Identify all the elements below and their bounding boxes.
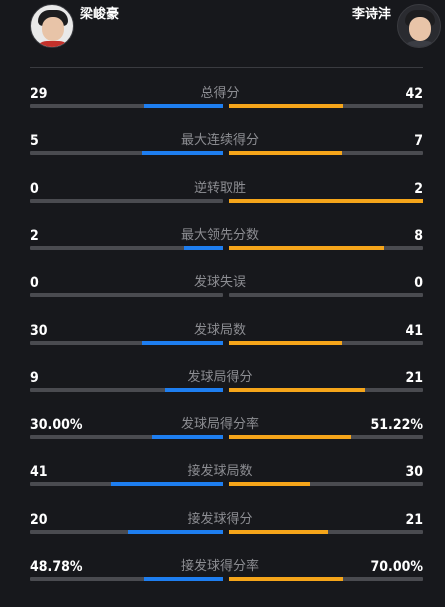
- stat-right-bar: [229, 340, 423, 345]
- stat-right-bar-fill: [229, 104, 344, 108]
- stat-label: 最大领先分数: [180, 227, 259, 243]
- stat-left-bar: [30, 435, 223, 440]
- stat-right-value: 8: [414, 227, 423, 244]
- stat-left-value: 9: [30, 369, 39, 386]
- stat-right-value: 2: [414, 180, 423, 197]
- player-right[interactable]: 李诗沣: [346, 4, 441, 48]
- stat-right-bar: [229, 245, 423, 250]
- stat-left-value: 30.00%: [30, 417, 83, 434]
- player-left-name: 梁峻豪: [80, 7, 120, 22]
- stat-right-bar-fill: [229, 245, 385, 250]
- stat-right-bar: [229, 435, 423, 440]
- stat-label: 接发球局数: [187, 464, 253, 480]
- stat-row: 30 发球局数 41: [0, 321, 445, 368]
- stat-left-value: 41: [30, 464, 48, 481]
- stat-row: 30.00% 发球局得分率 51.22%: [0, 415, 445, 462]
- stat-left-value: 20: [30, 511, 48, 528]
- stat-right-value: 51.22%: [370, 417, 423, 434]
- stat-left-bar-fill: [143, 104, 223, 108]
- player-left[interactable]: 梁峻豪: [30, 4, 125, 48]
- stat-right-bar: [229, 104, 423, 108]
- stat-right-bar: [229, 577, 423, 581]
- stat-left-value: 0: [30, 180, 39, 197]
- stat-row: 2 最大领先分数 8: [0, 226, 445, 273]
- stat-row: 41 接发球局数 30: [0, 462, 445, 509]
- stat-right-value: 21: [405, 511, 423, 528]
- stat-left-bar: [30, 293, 223, 298]
- stat-right-value: 42: [405, 86, 423, 102]
- stat-row: 20 接发球得分 21: [0, 510, 445, 557]
- stat-right-bar-fill: [229, 482, 311, 487]
- stat-row: 5 最大连续得分 7: [0, 131, 445, 178]
- stat-right-bar-fill: [229, 151, 342, 156]
- stat-label: 发球局得分: [187, 369, 253, 385]
- stat-row: 0 逆转取胜 2: [0, 179, 445, 226]
- stat-left-value: 5: [30, 133, 39, 150]
- stat-left-bar-fill: [128, 529, 223, 534]
- player-left-avatar[interactable]: [30, 4, 74, 48]
- stat-left-bar: [30, 577, 223, 581]
- stat-right-value: 30: [405, 464, 423, 481]
- stat-label: 接发球得分: [187, 511, 253, 527]
- stat-right-value: 0: [414, 275, 423, 292]
- stat-row: 29 总得分 42: [0, 84, 445, 131]
- stat-right-value: 70.00%: [370, 559, 423, 575]
- player-right-name: 李诗沣: [351, 7, 391, 22]
- stat-left-value: 48.78%: [30, 559, 83, 575]
- stat-row: 0 发球失误 0: [0, 273, 445, 320]
- stat-left-bar-fill: [151, 435, 223, 440]
- stat-left-value: 0: [30, 275, 39, 292]
- stat-left-bar: [30, 104, 223, 108]
- stat-right-value: 7: [414, 133, 423, 150]
- stat-right-bar: [229, 198, 423, 203]
- stat-label: 最大连续得分: [180, 133, 259, 149]
- stat-label: 接发球得分率: [180, 559, 259, 574]
- stat-left-value: 2: [30, 227, 39, 244]
- stat-right-bar-fill: [229, 340, 342, 345]
- stat-right-bar-fill: [229, 198, 423, 203]
- stat-left-bar: [30, 482, 223, 487]
- header-divider: [30, 67, 423, 68]
- stat-label: 总得分: [200, 86, 240, 101]
- stat-left-bar: [30, 529, 223, 534]
- stat-left-value: 29: [30, 86, 48, 102]
- stat-row: 48.78% 接发球得分率 70.00%: [0, 557, 445, 604]
- stat-left-bar-fill: [141, 340, 223, 345]
- stat-right-bar: [229, 529, 423, 534]
- player-right-avatar[interactable]: [397, 4, 441, 48]
- stat-right-value: 41: [405, 322, 423, 339]
- stat-left-bar: [30, 245, 223, 250]
- stat-row: 9 发球局得分 21: [0, 368, 445, 415]
- stat-label: 逆转取胜: [193, 180, 246, 196]
- stat-left-bar: [30, 387, 223, 392]
- stat-left-bar-fill: [111, 482, 223, 487]
- stat-left-bar-fill: [143, 577, 223, 581]
- stat-label: 发球局数: [193, 322, 246, 338]
- stat-right-bar-fill: [229, 529, 328, 534]
- stat-left-bar: [30, 151, 223, 156]
- stat-left-bar-fill: [165, 387, 223, 392]
- stat-right-bar-fill: [229, 435, 352, 440]
- stat-left-bar: [30, 198, 223, 203]
- stat-label: 发球失误: [193, 275, 246, 291]
- stat-left-bar-fill: [141, 151, 223, 156]
- stat-left-value: 30: [30, 322, 48, 339]
- stat-right-bar: [229, 151, 423, 156]
- stat-right-bar-fill: [229, 387, 365, 392]
- stat-right-bar: [229, 387, 423, 392]
- stat-left-bar-fill: [184, 245, 223, 250]
- stat-right-bar: [229, 293, 423, 298]
- stat-right-bar-fill: [229, 577, 344, 581]
- stat-left-bar: [30, 340, 223, 345]
- stat-right-value: 21: [405, 369, 423, 386]
- stat-right-bar: [229, 482, 423, 487]
- stat-label: 发球局得分率: [180, 417, 259, 433]
